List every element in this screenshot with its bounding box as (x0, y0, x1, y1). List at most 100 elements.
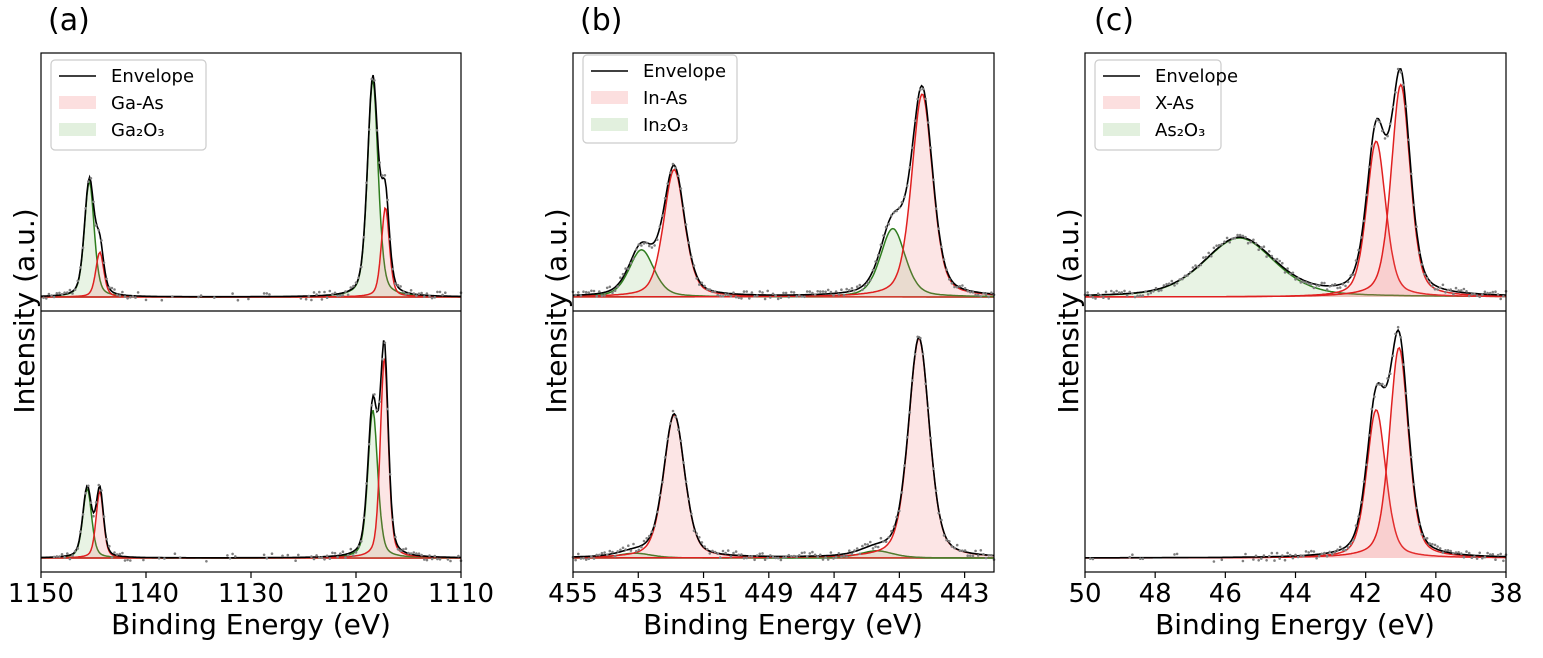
data-point (982, 291, 985, 295)
data-point (399, 549, 402, 552)
subplot-top (571, 84, 996, 301)
data-point (1423, 272, 1426, 276)
data-point (71, 554, 74, 557)
data-point (1433, 287, 1437, 291)
data-point (1352, 539, 1355, 542)
data-point (1417, 523, 1421, 526)
data-point (236, 298, 240, 302)
data-point (898, 509, 901, 513)
data-point (268, 293, 271, 296)
data-point (45, 297, 48, 300)
data-point (1404, 391, 1408, 395)
data-point (1139, 557, 1142, 560)
data-point (76, 547, 80, 550)
data-point (679, 187, 683, 190)
data-point (1291, 556, 1295, 560)
data-point (1394, 91, 1397, 94)
data-point (766, 556, 769, 560)
data-point (595, 553, 598, 557)
data-point (1388, 122, 1392, 126)
data-point (1452, 552, 1455, 555)
data-point (171, 295, 174, 298)
data-point (262, 292, 266, 295)
data-point (945, 268, 948, 271)
data-point (333, 291, 337, 295)
x-tick-label: 40 (1419, 579, 1452, 609)
data-point (769, 296, 772, 299)
data-point (950, 282, 954, 285)
data-point (1162, 284, 1166, 287)
data-point (1423, 537, 1426, 540)
data-point (855, 285, 859, 289)
data-point (428, 554, 431, 557)
data-point (438, 290, 442, 294)
data-point (1341, 283, 1345, 286)
data-point (97, 229, 101, 232)
data-point (887, 222, 890, 226)
data-point (1410, 455, 1413, 459)
data-point (315, 554, 318, 557)
envelope-line (1084, 68, 1506, 296)
data-point (1302, 280, 1305, 284)
panel-c-plot: 50 48 46 44 42 40 38 (1068, 52, 1523, 609)
data-point (824, 556, 827, 559)
data-point (1112, 291, 1116, 294)
data-point (1454, 551, 1458, 554)
data-point (325, 554, 329, 558)
panel-b-plot: 455 453 451 449 447 445 443 (548, 52, 996, 609)
data-point (378, 161, 381, 164)
data-point (969, 290, 972, 294)
data-point (1375, 383, 1379, 386)
data-point (842, 554, 846, 558)
data-point (430, 557, 434, 561)
data-point (1462, 287, 1466, 291)
data-point (598, 553, 601, 557)
data-point (876, 545, 880, 549)
data-point (126, 297, 129, 300)
data-point (63, 556, 66, 559)
data-point (357, 545, 360, 548)
data-point (1331, 283, 1334, 287)
data-point (1275, 551, 1279, 555)
data-point (1128, 290, 1131, 294)
data-point (853, 549, 856, 552)
data-point (409, 552, 413, 555)
data-points (1089, 325, 1508, 563)
data-point (761, 291, 764, 294)
data-point (1496, 293, 1500, 296)
data-point (331, 292, 334, 296)
data-point (349, 286, 353, 289)
data-point (173, 552, 177, 555)
data-point (367, 128, 371, 131)
data-point (703, 545, 706, 548)
data-point (449, 559, 452, 563)
data-point (845, 287, 848, 291)
data-point (1328, 550, 1331, 554)
data-point (1128, 555, 1131, 559)
data-point (92, 514, 95, 518)
data-point (1333, 551, 1337, 554)
data-point (600, 294, 604, 298)
data-point (1433, 543, 1437, 547)
data-point (76, 279, 80, 283)
data-points (1083, 67, 1508, 301)
data-point (1446, 288, 1450, 292)
data-point (1402, 363, 1405, 366)
data-point (948, 278, 951, 281)
data-point (81, 246, 85, 250)
data-point (1220, 558, 1224, 562)
data-point (294, 559, 297, 562)
data-point (832, 557, 835, 560)
data-point (1217, 243, 1221, 247)
data-point (281, 554, 284, 558)
data-point (1260, 557, 1263, 560)
data-point (1310, 282, 1313, 286)
data-point (60, 553, 64, 556)
data-point (1333, 283, 1337, 286)
data-point (318, 290, 321, 294)
data-point (360, 265, 363, 269)
data-point (1320, 552, 1324, 556)
legend-label: Envelope (1155, 66, 1238, 87)
data-point (1410, 172, 1413, 176)
data-point (344, 556, 347, 559)
